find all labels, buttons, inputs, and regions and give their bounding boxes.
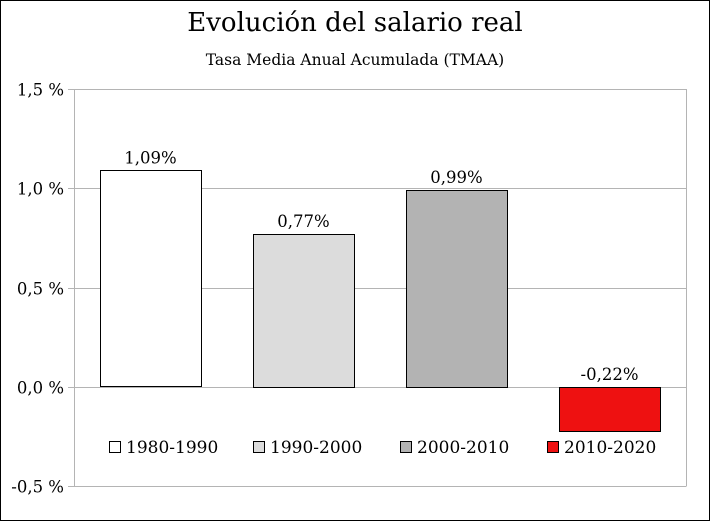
legend-swatch	[109, 441, 121, 453]
legend-label: 2000-2010	[417, 438, 509, 458]
bar-2000-2010	[406, 190, 508, 388]
data-label: 0,99%	[430, 168, 482, 187]
bar-2010-2020	[559, 387, 661, 432]
legend-swatch	[547, 441, 559, 453]
data-label: -0,22%	[581, 365, 639, 384]
y-tick-label: -0,5 %	[11, 478, 64, 497]
bar-1990-2000	[253, 234, 355, 388]
data-label: 1,09%	[124, 148, 176, 167]
y-tick-label: 1,0 %	[17, 180, 64, 199]
legend-swatch	[400, 441, 412, 453]
bar-1980-1990	[100, 170, 202, 387]
legend-swatch	[253, 441, 265, 453]
legend-label: 1990-2000	[270, 438, 362, 458]
legend-label: 1980-1990	[126, 438, 218, 458]
chart-title: Evolución del salario real	[187, 8, 523, 38]
data-label: 0,77%	[277, 212, 329, 231]
legend-label: 2010-2020	[564, 438, 656, 458]
y-tick-label: 1,5 %	[17, 81, 64, 100]
y-tick-label: 0,0 %	[17, 379, 64, 398]
chart-subtitle: Tasa Media Anual Acumulada (TMAA)	[205, 51, 505, 69]
y-tick-label: 0,5 %	[17, 280, 64, 299]
